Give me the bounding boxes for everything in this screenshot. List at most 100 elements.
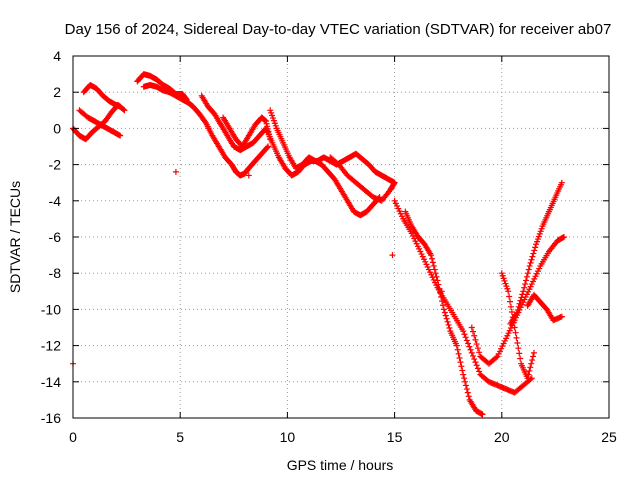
data-point xyxy=(558,313,565,320)
data-point xyxy=(479,411,486,418)
data-point xyxy=(558,179,565,186)
x-tick-label: 0 xyxy=(69,429,77,445)
data-point xyxy=(267,136,274,143)
data-point xyxy=(121,107,128,114)
y-tick-label: -6 xyxy=(49,229,62,245)
x-tick-label: 20 xyxy=(494,429,510,445)
data-point xyxy=(512,329,519,336)
data-point xyxy=(476,368,483,375)
data-point xyxy=(432,270,439,277)
data-point xyxy=(453,342,460,349)
axis-ticks xyxy=(72,55,610,419)
data-point xyxy=(513,310,520,317)
x-axis-label: GPS time / hours xyxy=(287,457,394,473)
data-point xyxy=(439,302,446,309)
data-point xyxy=(530,349,537,356)
data-point xyxy=(517,355,524,362)
data-point xyxy=(461,331,468,338)
data-point xyxy=(507,303,514,310)
data-point xyxy=(474,345,481,352)
data-point xyxy=(528,360,535,367)
data-point xyxy=(429,259,436,266)
data-point xyxy=(513,334,520,341)
data-point xyxy=(473,362,480,369)
data-point xyxy=(472,359,479,366)
data-point xyxy=(457,359,464,366)
data-point xyxy=(446,325,453,332)
data-point xyxy=(466,343,473,350)
x-tick-labels: 0 5 10 15 20 25 xyxy=(69,429,617,445)
data-point xyxy=(472,336,479,343)
data-point xyxy=(511,324,518,331)
data-point xyxy=(530,250,537,257)
data-point xyxy=(202,118,209,125)
data-point xyxy=(526,367,533,374)
data-point xyxy=(442,312,449,319)
data-point xyxy=(468,324,475,331)
data-point xyxy=(516,300,523,307)
data-point xyxy=(465,393,472,400)
x-tick-label: 5 xyxy=(176,429,184,445)
data-point xyxy=(521,284,528,291)
x-tick-label: 25 xyxy=(601,429,617,445)
data-point xyxy=(445,321,452,328)
data-point xyxy=(514,306,521,313)
chart-title: Day 156 of 2024, Sidereal Day-to-day VTE… xyxy=(65,21,612,38)
y-tick-label: -10 xyxy=(41,301,61,317)
data-point xyxy=(532,244,539,251)
data-point xyxy=(430,262,437,269)
y-tick-label: -2 xyxy=(49,157,62,173)
data-point xyxy=(390,180,397,187)
data-point xyxy=(117,103,124,110)
data-point xyxy=(516,350,523,357)
data-point xyxy=(465,340,472,347)
data-point xyxy=(523,273,530,280)
data-point xyxy=(471,332,478,339)
data-point xyxy=(524,270,531,277)
data-point xyxy=(525,371,532,378)
data-point xyxy=(506,293,513,300)
data-point xyxy=(525,266,532,273)
data-point xyxy=(514,340,521,347)
data-point xyxy=(434,277,441,284)
data-point xyxy=(470,328,477,335)
data-point xyxy=(439,298,446,305)
x-tick-label: 15 xyxy=(387,429,403,445)
data-point xyxy=(476,349,483,356)
data-point xyxy=(474,365,481,372)
x-tick-label: 10 xyxy=(280,429,296,445)
y-tick-label: -8 xyxy=(49,265,62,281)
data-point xyxy=(529,357,536,364)
data-point xyxy=(473,341,480,348)
data-point xyxy=(456,355,463,362)
y-axis-label: SDTVAR / TECUs xyxy=(7,181,23,293)
y-tick-label: -4 xyxy=(49,193,62,209)
data-point xyxy=(508,308,515,315)
data-point xyxy=(526,262,533,269)
y-tick-label: -12 xyxy=(41,338,61,354)
data-point xyxy=(117,132,124,139)
data-point xyxy=(524,375,531,382)
data-point xyxy=(462,382,469,389)
data-point xyxy=(460,328,467,335)
data-point xyxy=(529,253,536,260)
data-point xyxy=(443,315,450,322)
data-point xyxy=(433,273,440,280)
data-point xyxy=(245,172,252,179)
data-point xyxy=(462,334,469,341)
data-point xyxy=(172,168,179,175)
data-point xyxy=(458,363,465,370)
data-point xyxy=(120,106,127,113)
y-tick-label: 0 xyxy=(53,120,61,136)
data-point xyxy=(515,345,522,352)
data-point xyxy=(527,376,534,383)
data-point xyxy=(520,288,527,295)
data-point xyxy=(460,371,467,378)
data-point xyxy=(264,144,271,151)
data-point xyxy=(459,367,466,374)
data-point xyxy=(265,143,272,150)
y-tick-labels: 4 2 0 -2 -4 -6 -8 -10 -12 -14 -16 xyxy=(41,48,61,426)
data-point xyxy=(493,354,500,361)
y-tick-label: -16 xyxy=(41,410,61,426)
